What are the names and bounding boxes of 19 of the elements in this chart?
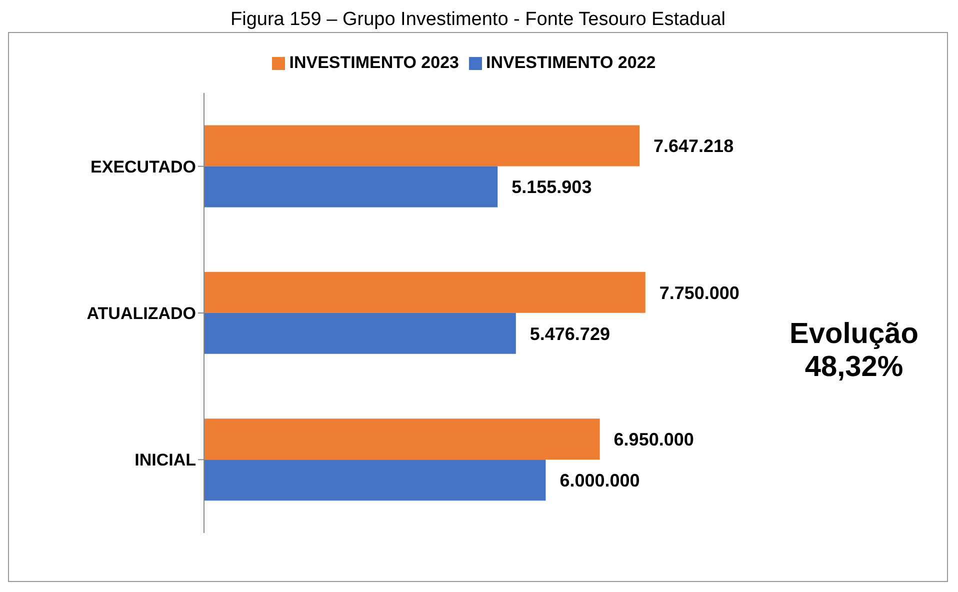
- y-tick-label: INICIAL: [134, 450, 196, 470]
- data-label: 7.647.218: [654, 136, 734, 156]
- bar: [204, 166, 498, 208]
- legend-label: INVESTIMENTO 2022: [486, 53, 656, 72]
- bar: [204, 125, 640, 166]
- y-tick-label: ATUALIZADO: [86, 304, 196, 324]
- data-label: 7.750.000: [659, 282, 740, 303]
- data-label: 5.476.729: [530, 324, 610, 344]
- y-tick-label: EXECUTADO: [90, 157, 196, 176]
- data-label: 6.950.000: [614, 429, 694, 450]
- chart-title: Figura 159 – Grupo Investimento - Fonte Tesouro Estadual: [230, 8, 726, 32]
- bar: [204, 418, 600, 460]
- bar: [204, 460, 546, 501]
- legend-label: INVESTIMENTO 2023: [289, 53, 459, 72]
- bar: [204, 312, 516, 354]
- text: Evolução 48,32%: [788, 318, 920, 384]
- data-label: 6.000.000: [560, 470, 640, 490]
- data-label: 5.155.903: [512, 177, 592, 198]
- bar: [204, 272, 646, 313]
